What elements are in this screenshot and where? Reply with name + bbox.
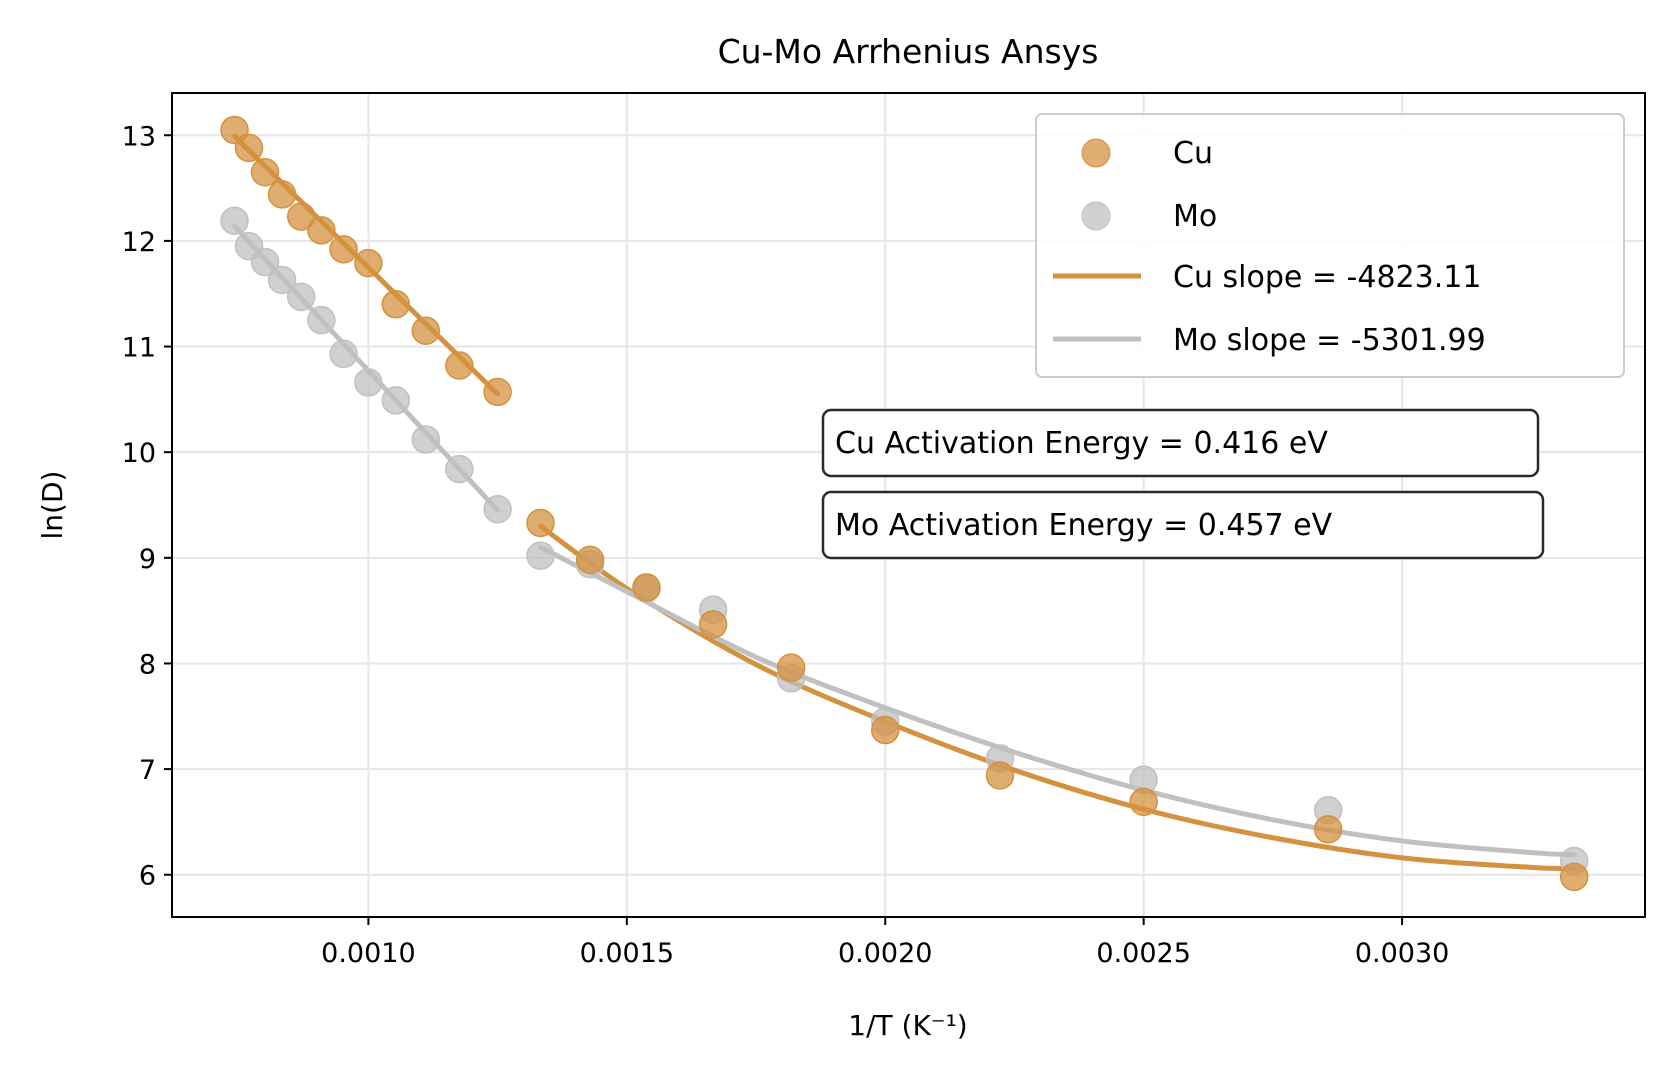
y-tick-label: 13: [122, 121, 156, 152]
x-tick-label: 0.0015: [580, 938, 674, 969]
cu-data-point: [307, 216, 336, 245]
y-tick-label: 7: [139, 755, 156, 786]
cu-data-point: [483, 377, 512, 407]
mo-data-point: [267, 265, 297, 295]
mo-data-point: [250, 247, 280, 277]
cu-data-point: [1313, 815, 1343, 844]
cu-data-point: [698, 610, 728, 639]
cu-activation-box: [821, 408, 1540, 478]
legend: Cu Mo Cu slope = -4823.11 Mo slope = -53…: [1035, 113, 1625, 378]
cu-data-point: [267, 180, 297, 209]
cu-data-point: [776, 653, 806, 682]
cu-data-point: [870, 715, 900, 745]
mo-data-point: [411, 425, 441, 454]
axis-ticks: 0.0010 0.0015 0.0020 0.0025 0.0030 6 7 8 9 10 11 12…: [122, 121, 1450, 969]
cu-data-point: [1129, 787, 1158, 817]
mo-activation-text: Mo Activation Energy = 0.457 eV: [835, 508, 1333, 543]
cu-activation-annotation: Cu Activation Energy = 0.416 eV: [821, 408, 1540, 478]
cu-data-point: [632, 573, 661, 602]
mo-data-point: [329, 339, 358, 369]
chart-title: Cu-Mo Arrhenius Ansys: [718, 32, 1099, 71]
x-axis-label: 1/T (K⁻¹): [848, 1009, 967, 1042]
x-tick-label: 0.0025: [1096, 938, 1190, 969]
cu-data-point: [354, 248, 383, 278]
legend-mo-marker: [1081, 201, 1111, 231]
x-tick-label: 0.0010: [321, 938, 415, 969]
mo-data-point: [483, 494, 512, 524]
x-tick-label: 0.0030: [1355, 938, 1449, 969]
cu-data-point: [985, 761, 1015, 790]
mo-activation-annotation: Mo Activation Energy = 0.457 eV: [821, 490, 1545, 560]
y-tick-label: 10: [122, 438, 156, 469]
cu-data-point: [381, 290, 411, 319]
mo-data-point: [381, 386, 411, 415]
mo-fit-line: [538, 544, 1577, 858]
cu-data-point: [1559, 862, 1589, 892]
legend-cu-slope-label: Cu slope = -4823.11: [1173, 260, 1481, 295]
cu-data-point: [286, 202, 316, 231]
plot-frame: [171, 92, 1646, 918]
cu-data-point: [250, 157, 280, 187]
cu-data-point: [411, 316, 441, 345]
mo-data-point: [526, 541, 555, 570]
mo-data-point: [286, 282, 316, 312]
data-points: [220, 115, 1589, 892]
mo-activation-box: [821, 490, 1545, 560]
y-tick-label: 8: [139, 649, 156, 680]
mo-data-point: [220, 206, 249, 236]
mo-data-point: [354, 368, 383, 397]
mo-data-point: [445, 454, 474, 484]
legend-mo-slope-label: Mo slope = -5301.99: [1173, 323, 1486, 358]
y-tick-label: 9: [139, 544, 156, 575]
cu-activation-text: Cu Activation Energy = 0.416 eV: [835, 426, 1328, 461]
cu-data-point: [575, 545, 605, 575]
legend-cu-label: Cu: [1173, 136, 1213, 171]
y-tick-label: 11: [122, 333, 156, 364]
cu-data-point: [445, 351, 474, 380]
cu-data-point: [526, 508, 555, 538]
cu-data-point: [329, 235, 358, 264]
legend-box: [1035, 113, 1625, 378]
y-axis-label: ln(D): [36, 471, 69, 540]
legend-mo-label: Mo: [1173, 199, 1217, 234]
y-tick-label: 12: [122, 227, 156, 258]
legend-cu-marker: [1081, 138, 1111, 168]
mo-data-point: [307, 305, 336, 335]
x-tick-label: 0.0020: [838, 938, 932, 969]
cu-data-point: [234, 133, 264, 163]
y-tick-label: 6: [139, 861, 156, 892]
